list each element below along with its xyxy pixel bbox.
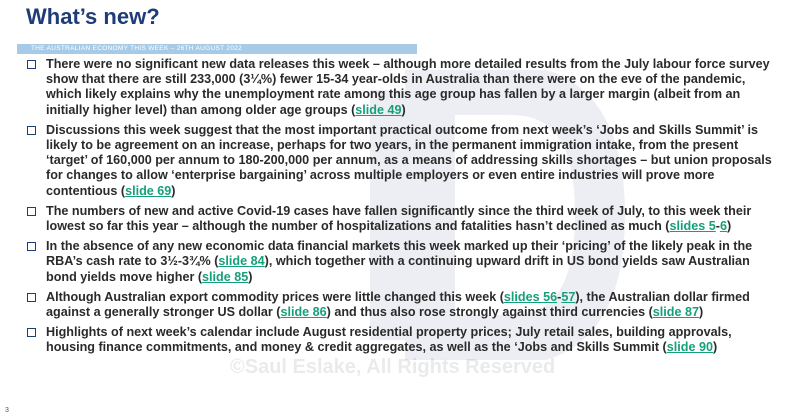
checkbox-bullet-icon <box>27 242 36 252</box>
banner-text: THE AUSTRALIAN ECONOMY THIS WEEK – 26TH … <box>31 45 243 52</box>
checkbox-bullet-icon <box>27 328 36 338</box>
bullet-text: ), which together with a continuing upwa… <box>46 254 750 284</box>
checkbox-bullet-icon <box>27 60 36 69</box>
bullet-item: In the absence of any new economic data … <box>27 239 772 285</box>
slide-link[interactable]: slide 69 <box>125 183 172 198</box>
bullet-text: - <box>557 289 562 304</box>
slide-link[interactable]: slide 90 <box>666 340 713 355</box>
header-banner: THE AUSTRALIAN ECONOMY THIS WEEK – 26TH … <box>17 44 417 54</box>
slide-link[interactable]: 6 <box>719 219 727 234</box>
bullet-text: Although Australian export commodity pri… <box>46 289 504 304</box>
watermark-text: ©Saul Eslake, All Rights Reserved <box>230 356 556 378</box>
slide-link[interactable]: slide 87 <box>652 305 699 320</box>
bullet-text: ) <box>401 102 406 117</box>
bullet-item: There were no significant new data relea… <box>27 57 772 118</box>
slide-link[interactable]: 57 <box>561 289 576 304</box>
slide-link[interactable]: slide 49 <box>355 102 402 117</box>
page-title: What’s new? <box>26 4 160 29</box>
bullet-text: ) <box>712 340 718 355</box>
slide-link[interactable]: slide 84 <box>218 254 265 269</box>
bullet-item: Highlights of next week’s calendar inclu… <box>27 325 772 355</box>
bullet-item: Discussions this week suggest that the m… <box>27 123 772 199</box>
slide-link[interactable]: slide 85 <box>202 269 249 284</box>
checkbox-bullet-icon <box>27 125 36 135</box>
bullet-item: The numbers of new and active Covid-19 c… <box>27 204 772 234</box>
bullet-text: In the absence of any new economic data … <box>46 239 753 269</box>
bullet-text: ) <box>699 305 704 320</box>
bullet-text: ) <box>248 269 253 284</box>
page-number: 3 <box>5 407 9 414</box>
bullet-text: Highlights of next week’s calendar inclu… <box>46 325 732 355</box>
slide-link[interactable]: slide 86 <box>280 305 327 320</box>
checkbox-bullet-icon <box>27 292 36 302</box>
bullet-text: ) <box>726 219 732 234</box>
slide-link[interactable]: slides 56 <box>503 289 558 304</box>
bullet-text: ) <box>171 183 176 198</box>
bullet-text: ), the Australian dollar firmed against … <box>46 289 750 320</box>
checkbox-bullet-icon <box>27 206 36 216</box>
bullet-list: There were no significant new data relea… <box>27 57 772 361</box>
watermark-logo-icon <box>370 70 626 360</box>
bullet-item: Although Australian export commodity pri… <box>27 290 772 320</box>
bullet-text: The numbers of new and active Covid-19 c… <box>46 203 752 234</box>
bullet-text: There were no significant new data relea… <box>46 57 770 117</box>
bullet-text: Discussions this week suggest that the m… <box>46 122 772 198</box>
bullet-text: - <box>715 219 720 234</box>
slide-link[interactable]: slides 5 <box>669 219 716 234</box>
bullet-text: ) and thus also rose strongly against th… <box>326 305 653 320</box>
